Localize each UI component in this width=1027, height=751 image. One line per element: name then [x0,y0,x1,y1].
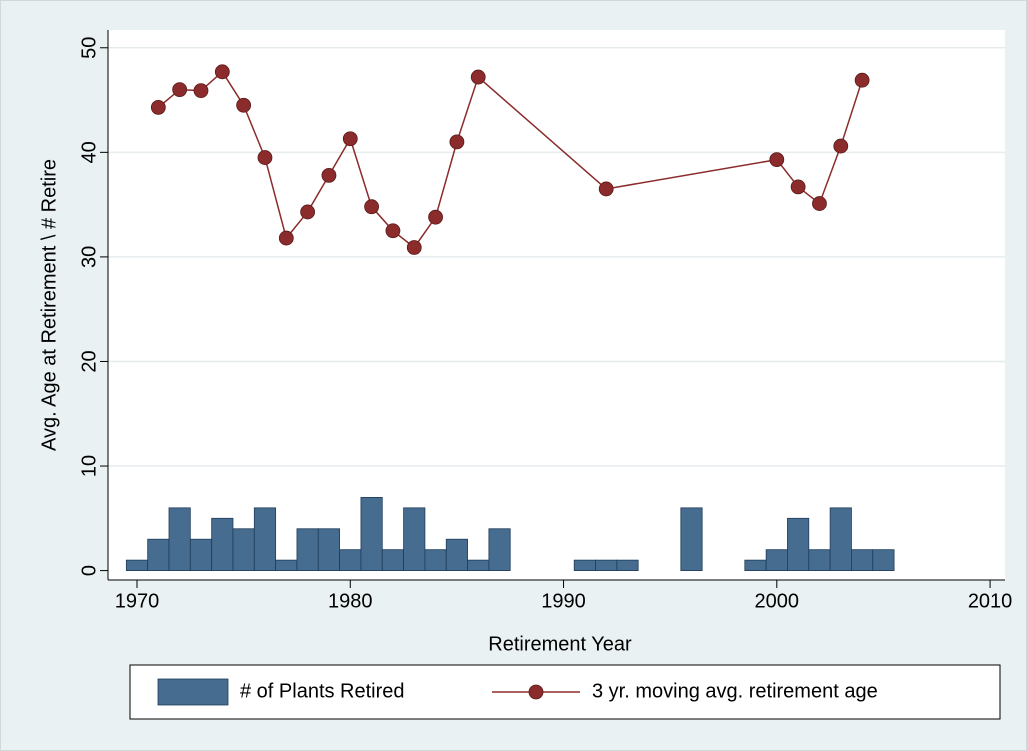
marker [172,82,188,98]
bar [808,549,831,571]
marker [833,138,849,154]
y-tick-label: 50 [78,37,100,59]
y-tick-label: 10 [78,455,100,477]
marker [342,131,358,147]
bar [232,528,255,571]
marker [598,181,614,197]
marker [193,83,209,99]
plot-region [108,30,1005,580]
bar [317,528,341,571]
bar [445,538,468,571]
bar [125,559,149,571]
legend-swatch [157,678,229,706]
marker [321,167,337,183]
bar [680,507,703,571]
bar [851,549,874,571]
bar [211,517,234,571]
bar [829,507,852,571]
bar [488,528,511,571]
marker [300,204,316,220]
bar [339,549,362,571]
marker [364,199,379,215]
bar [189,538,213,571]
bar [616,559,639,571]
bar [595,559,618,571]
bar [765,549,788,571]
marker [385,223,401,239]
bar [275,559,298,571]
line [157,70,863,249]
marker [406,240,422,255]
bar [467,559,490,571]
bar [872,549,895,571]
bar [403,507,426,571]
bar [360,496,383,571]
x-tick-label: 2010 [968,590,1013,612]
x-tick-label: 2000 [755,590,800,612]
marker [150,99,166,115]
y-tick-label: 40 [78,141,100,163]
marker [257,150,273,165]
marker [428,209,443,225]
bar [381,549,404,571]
legend-label: # of Plants Retired [240,680,405,702]
marker [214,64,230,80]
marker [854,72,870,88]
y-tick-label: 30 [78,246,100,268]
legend-label: 3 yr. moving avg. retirement age [592,680,878,702]
x-tick-label: 1980 [328,590,373,612]
marker [790,179,806,195]
legend-marker [528,684,544,700]
marker [449,134,465,150]
bar [744,559,767,571]
x-axis-title: Retirement Year [488,633,632,655]
bar [787,517,810,571]
bar [253,507,277,571]
y-axis-title: Avg. Age at Retirement \ # Retire [38,159,60,451]
bar [573,559,596,571]
bar [424,549,447,571]
marker [470,69,486,85]
x-tick-label: 1990 [541,590,586,612]
bar [147,538,170,571]
y-tick-label: 0 [78,565,100,576]
marker [812,196,827,211]
marker [278,230,294,246]
bar [296,528,319,571]
bar [168,507,191,571]
marker [769,152,785,168]
x-tick-label: 1970 [115,590,160,612]
y-tick-label: 20 [78,350,100,372]
marker [236,97,252,113]
